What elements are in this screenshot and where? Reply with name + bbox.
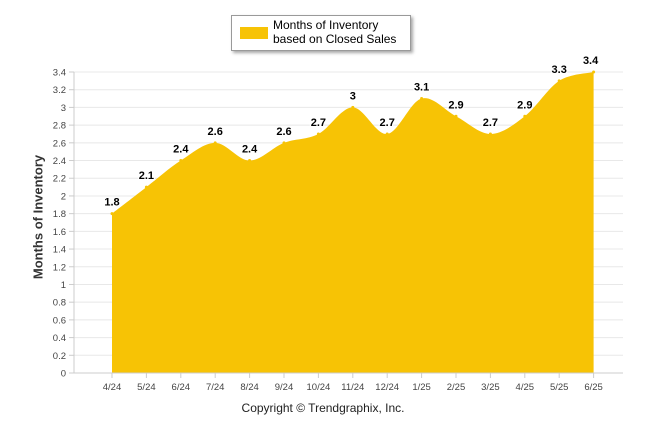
- x-tick-label: 10/24: [307, 382, 331, 393]
- x-tick-label: 6/25: [584, 382, 603, 393]
- data-labels: 1.8 2.1 2.4 2.6 2.4 2.6 2.7 3 2.7 3.1 2.9 2.7 2.9 3.3…: [103, 54, 600, 210]
- data-label: 2.6: [276, 126, 291, 138]
- y-tick-label: 1.8: [53, 209, 66, 220]
- data-label: 2.1: [139, 170, 154, 182]
- copyright-text: Copyright © Trendgraphix, Inc.: [241, 401, 405, 415]
- y-tick-label: 0.4: [53, 333, 66, 344]
- x-tick-label: 5/25: [550, 382, 569, 393]
- area-fill: [112, 72, 594, 373]
- data-label: 2.7: [380, 117, 395, 129]
- y-tick-label: 0.8: [53, 298, 66, 309]
- y-tick-label: 2.8: [53, 121, 66, 132]
- x-tick-label: 3/25: [481, 382, 500, 393]
- legend-series-label: Months of Inventory based on Closed Sale…: [273, 18, 397, 46]
- data-label: 3.3: [552, 64, 567, 76]
- data-label: 2.4: [242, 144, 258, 156]
- x-tick-label: 5/24: [137, 382, 156, 393]
- data-point: [316, 132, 320, 136]
- data-point: [454, 114, 458, 118]
- y-axis-title: Months of Inventory: [30, 154, 46, 280]
- x-tick-label: 9/24: [275, 382, 294, 393]
- x-tick-label: 8/24: [240, 382, 259, 393]
- legend: Months of Inventory based on Closed Sale…: [231, 15, 411, 51]
- y-tick-label: 1.2: [53, 262, 66, 273]
- series-area: [110, 70, 596, 373]
- y-tick-label: 0.6: [53, 315, 66, 326]
- data-point: [488, 132, 492, 136]
- data-point: [592, 70, 596, 74]
- data-point: [523, 114, 527, 118]
- data-label: 1.8: [104, 197, 119, 209]
- data-point: [557, 79, 561, 83]
- x-tick-label: 6/24: [172, 382, 191, 393]
- y-tick-label: 1.4: [53, 245, 66, 256]
- data-label: 3.4: [583, 55, 599, 67]
- y-tick-label: 2: [61, 191, 66, 202]
- data-point: [213, 141, 217, 145]
- data-label: 2.4: [173, 144, 189, 156]
- y-tick-label: 3.4: [53, 68, 66, 79]
- data-label: 3.1: [414, 82, 429, 94]
- data-point: [144, 185, 148, 189]
- y-tick-label: 0: [61, 369, 66, 380]
- y-tick-label: 0.2: [53, 351, 66, 362]
- data-point: [351, 105, 355, 109]
- data-label: 2.7: [311, 117, 326, 129]
- x-tick-label: 4/24: [103, 382, 122, 393]
- y-tick-label: 2.6: [53, 138, 66, 149]
- y-tick-label: 1: [61, 280, 66, 291]
- y-tick-label: 2.2: [53, 174, 66, 185]
- y-tick-label: 3: [61, 103, 66, 114]
- y-tick-label: 1.6: [53, 227, 66, 238]
- x-tick-label: 1/25: [412, 382, 431, 393]
- x-tick-label: 12/24: [375, 382, 399, 393]
- x-tick-label: 2/25: [447, 382, 466, 393]
- legend-swatch: [240, 27, 268, 39]
- x-tick-label: 11/24: [341, 382, 364, 393]
- data-point: [110, 212, 114, 216]
- data-point: [179, 159, 183, 163]
- data-point: [420, 97, 424, 101]
- x-tick-label: 7/24: [206, 382, 225, 393]
- data-label: 2.9: [517, 99, 532, 111]
- y-tick-label: 2.4: [53, 156, 66, 167]
- x-tick-label: 4/25: [516, 382, 535, 393]
- data-label: 2.7: [483, 117, 498, 129]
- data-point: [248, 159, 252, 163]
- data-point: [282, 141, 286, 145]
- x-axis-ticks: 4/24 5/24 6/24 7/24 8/24 9/24 10/24 11/24 12/24 1…: [74, 372, 623, 393]
- data-label: 2.6: [208, 126, 223, 138]
- y-axis-ticks: 0 0.2 0.4 0.6 0.8 1 1.2 1.4 1.6 1.8 2 2.2 2.4 2.6 2.8 3…: [53, 68, 75, 380]
- data-label: 3: [350, 90, 356, 102]
- y-tick-label: 3.2: [53, 85, 66, 96]
- data-label: 2.9: [448, 99, 463, 111]
- data-point: [385, 132, 389, 136]
